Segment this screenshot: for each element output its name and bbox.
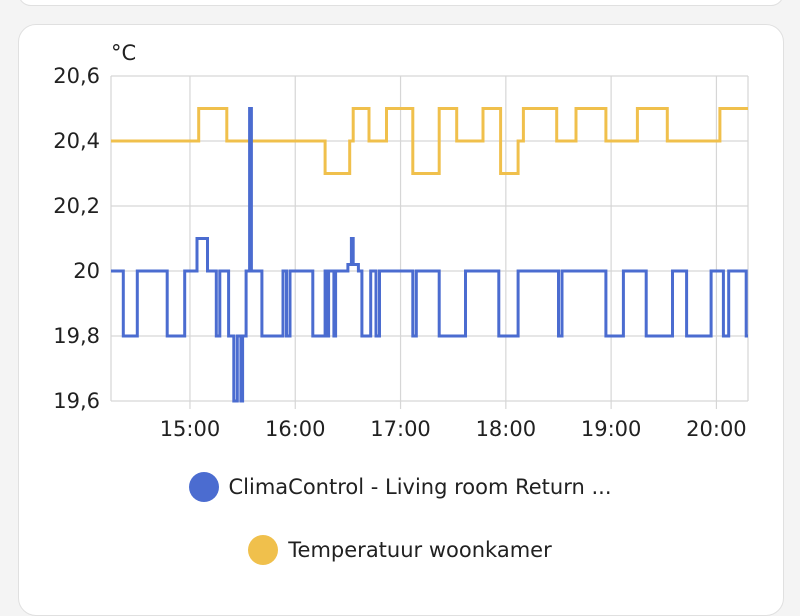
x-tick-label: 17:00 bbox=[370, 417, 431, 441]
y-tick-label: 20,4 bbox=[53, 129, 100, 153]
chart-series-layer bbox=[111, 107, 748, 403]
temperature-history-chart: 19,6 19,8 20 20,2 20,4 20,6 15:00 16:00 17:00 18:… bbox=[53, 41, 749, 441]
legend-item-climacontrol[interactable]: ClimaControl - Living room Return ... bbox=[0, 472, 800, 502]
legend-swatch-temperatuur-woonkamer bbox=[248, 535, 279, 565]
y-tick-label: 19,8 bbox=[53, 324, 100, 348]
series-line-temperatuur-woonkamer bbox=[111, 107, 748, 175]
series-line-climacontrol bbox=[111, 107, 748, 403]
legend-swatch-climacontrol bbox=[188, 472, 219, 502]
x-tick-label: 18:00 bbox=[476, 417, 537, 441]
y-axis-unit-label: °C bbox=[111, 41, 136, 65]
legend-label-temperatuur-woonkamer: Temperatuur woonkamer bbox=[288, 538, 552, 562]
x-tick-label: 19:00 bbox=[581, 417, 642, 441]
legend-label-climacontrol: ClimaControl - Living room Return ... bbox=[228, 475, 612, 499]
x-tick-label: 16:00 bbox=[265, 417, 326, 441]
chart-axis-labels: 19,6 19,8 20 20,2 20,4 20,6 15:00 16:00 17:00 18:… bbox=[53, 64, 746, 441]
legend-item-temperatuur-woonkamer[interactable]: Temperatuur woonkamer bbox=[0, 535, 800, 565]
y-tick-label: 19,6 bbox=[53, 389, 100, 413]
x-tick-label: 15:00 bbox=[160, 417, 221, 441]
y-tick-label: 20,2 bbox=[53, 194, 100, 218]
x-tick-label: 20:00 bbox=[686, 417, 747, 441]
y-tick-label: 20,6 bbox=[53, 64, 100, 88]
y-tick-label: 20 bbox=[73, 259, 100, 283]
